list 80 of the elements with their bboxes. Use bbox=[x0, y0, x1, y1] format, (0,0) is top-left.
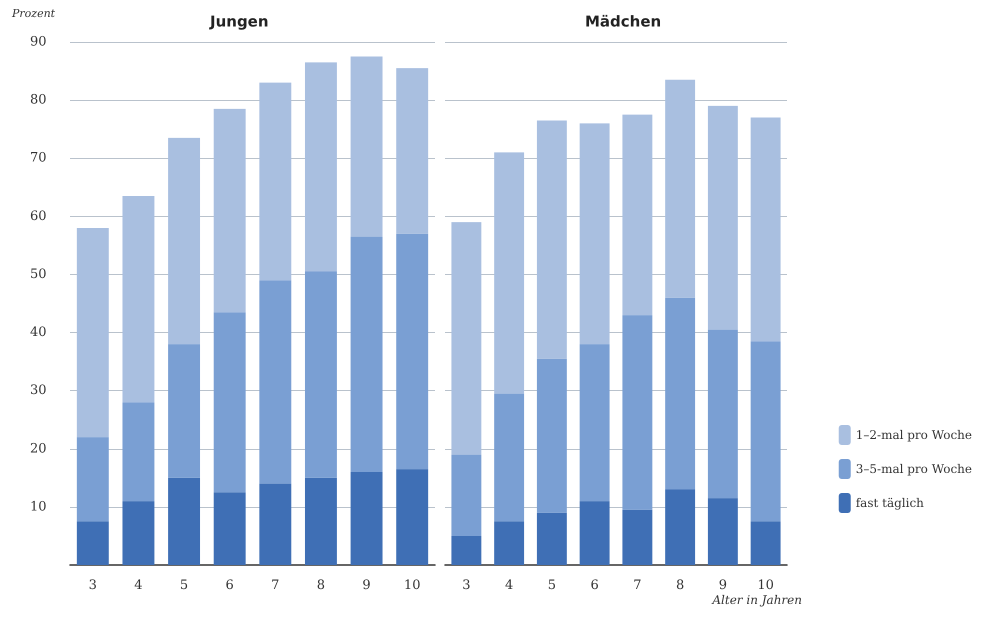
bar bbox=[76, 521, 109, 565]
y-tick-label: 70 bbox=[30, 150, 47, 166]
x-tick-label: 7 bbox=[271, 578, 280, 593]
x-tick-label: 8 bbox=[676, 578, 684, 593]
bar bbox=[708, 106, 738, 330]
bar bbox=[76, 437, 109, 522]
bar bbox=[494, 521, 524, 565]
chart-title: Mädchen bbox=[585, 12, 662, 30]
x-tick-label: 6 bbox=[226, 578, 234, 593]
bar bbox=[536, 358, 567, 513]
bar bbox=[396, 234, 428, 470]
x-tick-label: 10 bbox=[757, 578, 774, 593]
legend-label: 3–5-mal pro Woche bbox=[856, 462, 972, 476]
bar bbox=[350, 472, 383, 565]
bar bbox=[350, 56, 383, 237]
y-tick-label: 90 bbox=[30, 34, 47, 50]
bar bbox=[708, 498, 738, 565]
bar bbox=[259, 484, 292, 565]
x-tick-label: 6 bbox=[590, 578, 599, 593]
bar bbox=[708, 330, 738, 498]
x-tick-label: 5 bbox=[548, 578, 556, 593]
bar bbox=[168, 138, 200, 344]
bar bbox=[214, 108, 246, 312]
x-tick-label: 8 bbox=[316, 578, 326, 593]
chart-title: Jungen bbox=[209, 12, 269, 30]
y-tick-label: 80 bbox=[30, 92, 47, 108]
bar bbox=[580, 344, 610, 502]
x-tick-label: 5 bbox=[180, 578, 188, 593]
bar bbox=[580, 501, 610, 565]
bar bbox=[396, 469, 428, 565]
bar bbox=[622, 510, 652, 565]
bar bbox=[536, 512, 567, 565]
bar bbox=[750, 521, 781, 565]
x-axis-title: Alter in Jahren bbox=[711, 593, 802, 607]
x-tick-label: 3 bbox=[462, 578, 471, 593]
bar bbox=[76, 228, 109, 438]
x-tick-label: 3 bbox=[88, 578, 97, 593]
bar bbox=[494, 152, 524, 394]
y-tick-label: 50 bbox=[30, 266, 47, 282]
bar bbox=[665, 489, 696, 565]
x-tick-label: 4 bbox=[134, 578, 143, 593]
x-tick-label: 9 bbox=[718, 578, 728, 593]
bar bbox=[396, 68, 428, 234]
bar bbox=[259, 82, 292, 280]
bar bbox=[350, 236, 383, 472]
legend-label: fast täglich bbox=[856, 496, 924, 510]
bar bbox=[214, 312, 246, 492]
bar bbox=[214, 492, 246, 565]
legend-label: 1–2-mal pro Woche bbox=[856, 428, 972, 442]
bar bbox=[750, 118, 781, 342]
bar bbox=[304, 478, 337, 565]
bar bbox=[168, 344, 200, 478]
y-tick-label: 20 bbox=[30, 441, 47, 456]
bar bbox=[580, 123, 610, 344]
y-tick-label: 60 bbox=[30, 208, 47, 224]
y-tick-label: 10 bbox=[30, 499, 47, 514]
x-tick-label: 7 bbox=[633, 578, 642, 593]
y-tick-label: 30 bbox=[30, 383, 47, 398]
y-tick-label: 40 bbox=[30, 325, 47, 340]
bar bbox=[451, 454, 482, 536]
bar bbox=[622, 315, 652, 510]
bar bbox=[665, 298, 696, 490]
bar bbox=[494, 394, 524, 522]
bar bbox=[168, 478, 200, 565]
bar bbox=[259, 280, 292, 484]
bar bbox=[665, 80, 696, 298]
x-tick-label: 10 bbox=[404, 578, 420, 593]
x-tick-label: 9 bbox=[362, 578, 371, 593]
bar bbox=[451, 222, 482, 455]
x-tick-label: 4 bbox=[504, 578, 514, 593]
bar bbox=[750, 341, 781, 522]
bar bbox=[122, 501, 154, 565]
bar bbox=[536, 120, 567, 359]
bar bbox=[304, 272, 337, 478]
bar bbox=[622, 114, 652, 316]
bar bbox=[304, 62, 337, 272]
bar bbox=[451, 536, 482, 565]
y-axis-title: Prozent bbox=[11, 7, 56, 20]
bar bbox=[122, 402, 154, 502]
bar bbox=[122, 196, 154, 402]
